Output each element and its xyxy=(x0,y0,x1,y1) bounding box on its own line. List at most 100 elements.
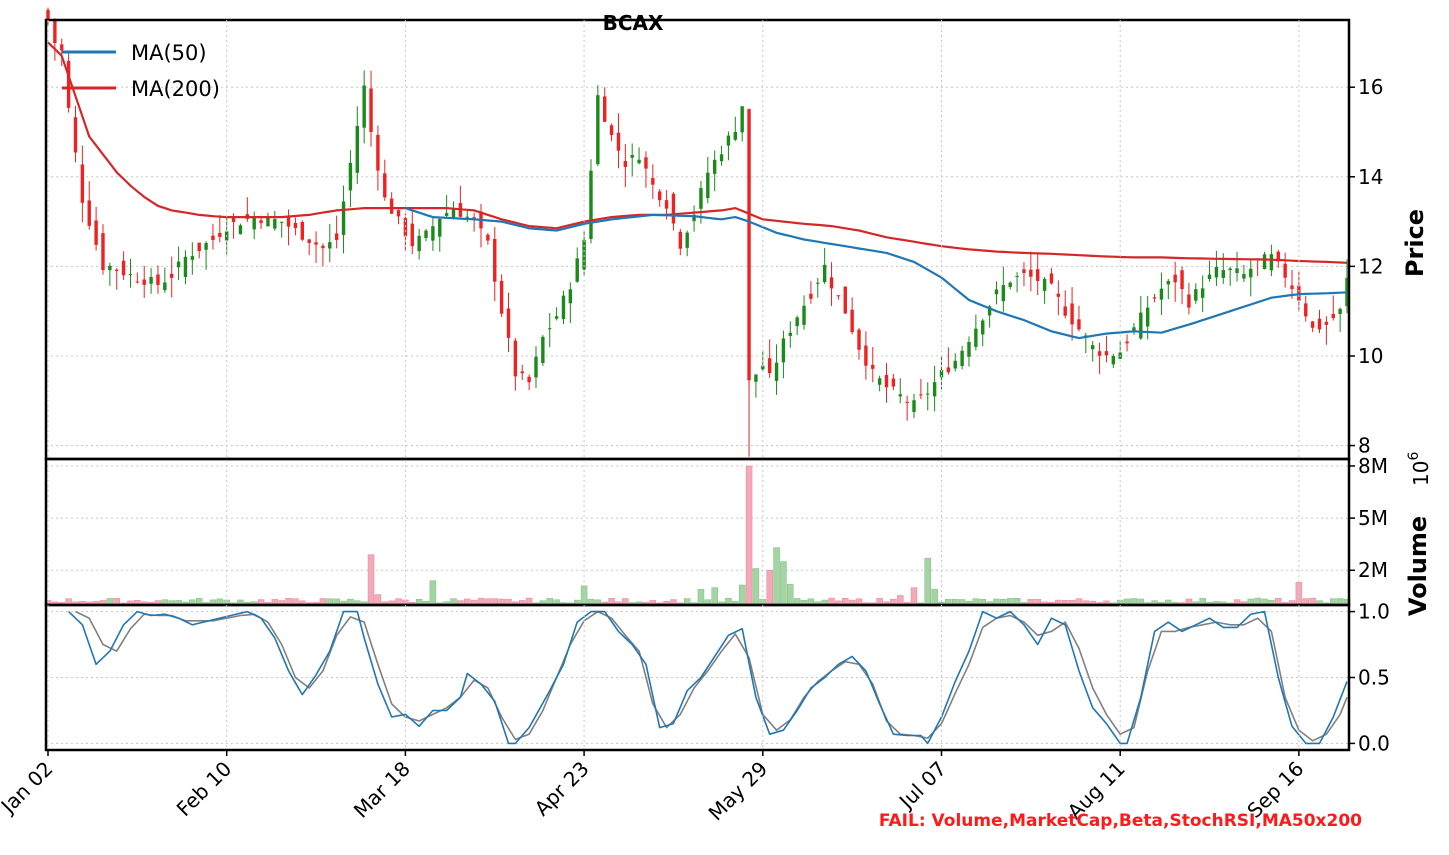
volume-tick-label: 2M xyxy=(1358,558,1388,582)
candle-body xyxy=(307,239,311,244)
candle-body xyxy=(843,286,847,314)
candle-body xyxy=(1077,319,1081,330)
candle-body xyxy=(1180,270,1184,290)
candle-body xyxy=(850,309,854,333)
candle-body xyxy=(376,134,380,171)
candle-body xyxy=(1317,318,1322,330)
candle-body xyxy=(1152,297,1157,299)
candle-body xyxy=(871,364,875,369)
candle-body xyxy=(403,218,408,237)
candle-body xyxy=(603,96,607,122)
candle-body xyxy=(1242,273,1246,279)
candle-body xyxy=(383,173,387,198)
candle-body xyxy=(1187,294,1191,308)
candle-body xyxy=(1097,351,1102,356)
volume-bar xyxy=(752,568,760,606)
volume-bar xyxy=(897,595,904,606)
price-axis-label: Price xyxy=(1401,209,1429,277)
candle-body xyxy=(486,234,490,241)
candle-body xyxy=(410,223,414,247)
stoch-k-line xyxy=(68,610,1348,745)
volume-tick-label: 5M xyxy=(1358,506,1388,530)
candle-body xyxy=(300,222,305,240)
candle-body xyxy=(1221,270,1225,278)
candle-body xyxy=(919,394,923,396)
candle-body xyxy=(761,365,765,370)
volume-bar xyxy=(367,554,375,606)
candle-body xyxy=(369,88,373,132)
candle-body xyxy=(1310,321,1315,328)
candle-body xyxy=(767,358,772,374)
candle-body xyxy=(637,159,641,164)
candle-body xyxy=(389,198,394,214)
candle-body xyxy=(451,209,456,219)
candle-body xyxy=(740,106,744,133)
price-tick-label: 12 xyxy=(1358,254,1383,278)
candle-body xyxy=(1166,280,1171,285)
candle-body xyxy=(884,374,889,388)
candle-body xyxy=(877,378,882,385)
candle-body xyxy=(967,341,971,357)
stoch-tick-label: 0.0 xyxy=(1358,731,1390,755)
volume-frame xyxy=(44,457,1351,607)
candle-body xyxy=(802,305,806,325)
candle-body xyxy=(231,217,236,223)
candle-body xyxy=(822,264,827,283)
volume-bar xyxy=(374,594,382,606)
candle-body xyxy=(1214,266,1219,278)
candle-body xyxy=(719,154,724,162)
candle-body xyxy=(795,317,799,327)
candle-body xyxy=(692,214,696,222)
candle-body xyxy=(1269,254,1274,271)
candle-body xyxy=(582,239,586,270)
candle-body xyxy=(981,320,985,335)
candle-body xyxy=(218,232,222,237)
volume-exponent-power: 6 xyxy=(1406,452,1422,461)
candle-body xyxy=(809,293,813,299)
candle-body xyxy=(623,161,628,168)
candle-body xyxy=(898,394,902,397)
candle-body xyxy=(286,216,291,227)
fail-note: FAIL: Volume,MarketCap,Beta,StochRSI,MA5… xyxy=(879,811,1362,831)
volume-exponent-base: 10 xyxy=(1409,461,1433,486)
candle-body xyxy=(115,269,119,272)
candle-body xyxy=(1290,285,1294,290)
stoch-tick-label: 0.5 xyxy=(1358,666,1390,690)
candle-body xyxy=(424,230,428,238)
candle-body xyxy=(472,217,476,219)
candle-body xyxy=(417,235,421,252)
candle-body xyxy=(1228,268,1232,271)
volume-exponent: 106 xyxy=(1406,452,1433,486)
candle-body xyxy=(60,44,64,51)
candle-body xyxy=(1015,276,1019,278)
candle-body xyxy=(66,60,71,108)
price-frame xyxy=(44,18,1351,461)
candle-body xyxy=(176,261,181,268)
candle-body xyxy=(94,220,98,245)
stoch-frame xyxy=(44,603,1351,752)
candle-body xyxy=(829,277,834,289)
candle-body xyxy=(259,220,263,224)
candle-body xyxy=(541,336,545,364)
candle-body xyxy=(657,191,662,201)
x-tick-label: Mar 18 xyxy=(349,757,415,823)
candle-body xyxy=(1036,269,1040,281)
candle-body xyxy=(355,125,359,173)
legend: MA(50) MA(200) xyxy=(62,41,220,101)
volume-bar xyxy=(711,587,718,606)
candle-body xyxy=(1029,269,1033,277)
stoch-d-line xyxy=(75,610,1348,742)
candle-body xyxy=(651,178,655,185)
candle-body xyxy=(932,382,937,397)
candle-body xyxy=(589,170,593,240)
candle-body xyxy=(273,219,277,229)
candle-body xyxy=(321,245,325,249)
candle-body xyxy=(293,222,298,229)
candle-body xyxy=(170,273,174,278)
candle-body xyxy=(1063,306,1067,316)
candle-body xyxy=(149,276,153,284)
candle-body xyxy=(1331,313,1335,319)
candle-body xyxy=(699,188,703,209)
candle-body xyxy=(183,256,188,278)
